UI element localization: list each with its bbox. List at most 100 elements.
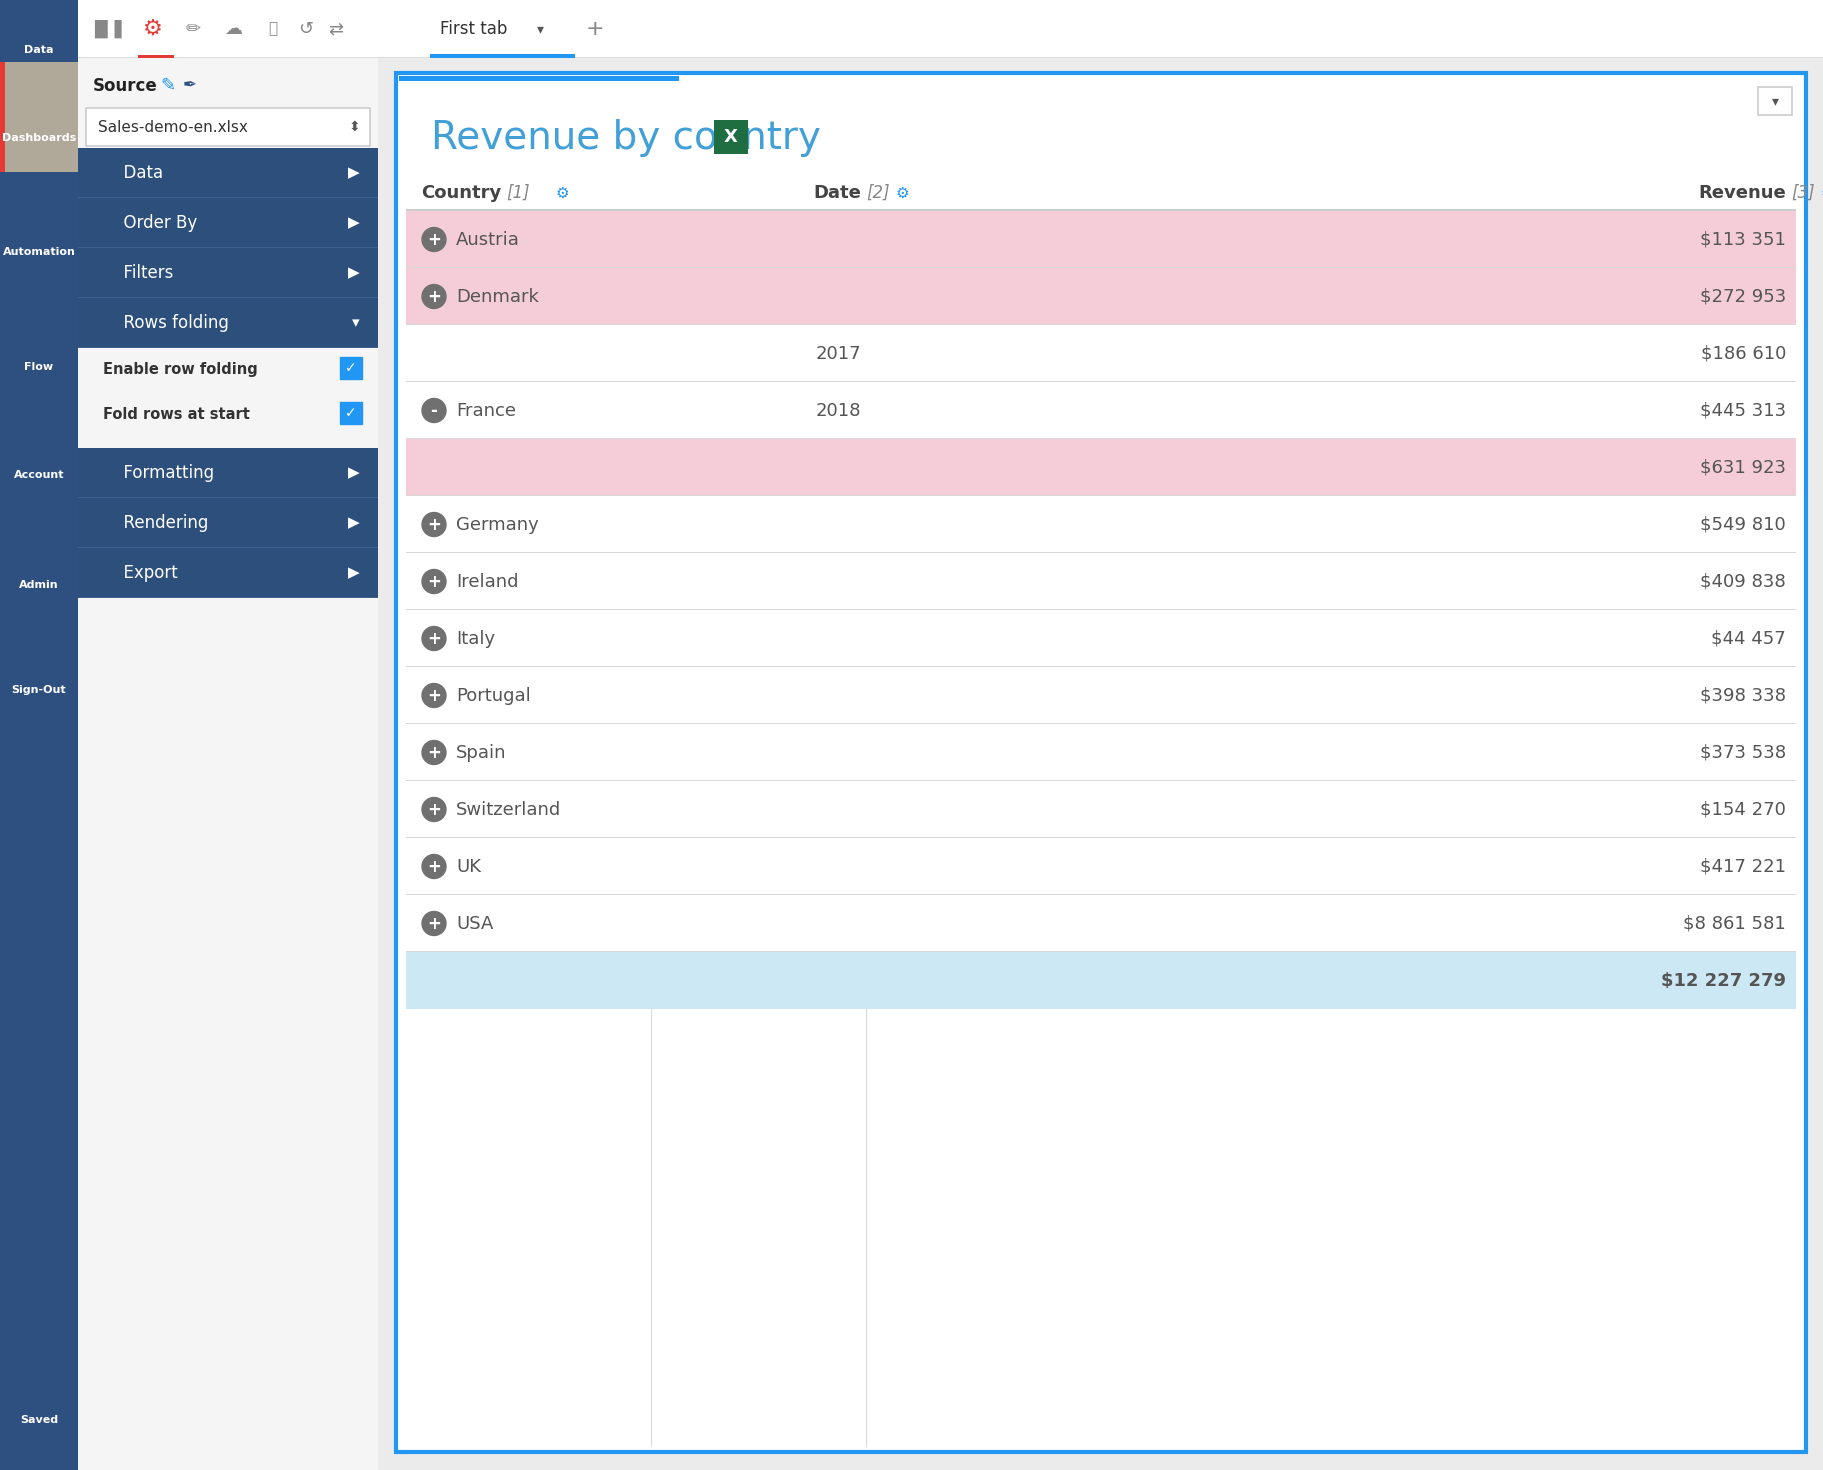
- Text: $8 861 581: $8 861 581: [1683, 914, 1785, 932]
- Text: $44 457: $44 457: [1710, 629, 1785, 647]
- Circle shape: [421, 513, 447, 537]
- Text: +: +: [427, 857, 441, 876]
- Text: ▶: ▶: [348, 566, 359, 581]
- Text: Rendering: Rendering: [113, 514, 208, 532]
- Bar: [407, 953, 1796, 1008]
- Text: Sales-demo-en.xlsx: Sales-demo-en.xlsx: [98, 119, 248, 134]
- Bar: [78, 498, 377, 547]
- Text: Country: Country: [421, 184, 501, 201]
- Circle shape: [421, 626, 447, 651]
- Text: +: +: [427, 572, 441, 591]
- Text: First tab: First tab: [439, 21, 507, 38]
- Bar: [78, 248, 377, 297]
- Text: Spain: Spain: [456, 744, 507, 761]
- Text: +: +: [427, 288, 441, 306]
- Bar: [407, 382, 1796, 440]
- Text: Automation: Automation: [2, 247, 75, 257]
- Text: Date: Date: [813, 184, 860, 201]
- Text: ▶: ▶: [348, 516, 359, 531]
- Bar: [0, 0, 78, 1470]
- Bar: [407, 610, 1796, 667]
- Text: $154 270: $154 270: [1699, 801, 1785, 819]
- Bar: [339, 401, 361, 423]
- Text: Revenue by country: Revenue by country: [430, 119, 820, 157]
- Text: Portugal: Portugal: [456, 686, 530, 704]
- Text: $113 351: $113 351: [1699, 231, 1785, 248]
- Bar: [0, 62, 78, 172]
- Bar: [339, 357, 361, 379]
- Text: Denmark: Denmark: [456, 288, 538, 306]
- Circle shape: [421, 741, 447, 764]
- Text: Fold rows at start: Fold rows at start: [102, 407, 250, 422]
- Text: ▐▌▌: ▐▌▌: [88, 19, 129, 38]
- Text: Saved: Saved: [20, 1416, 58, 1424]
- Text: 2018: 2018: [815, 401, 860, 419]
- Text: Filters: Filters: [113, 265, 173, 282]
- Text: Revenue: Revenue: [1697, 184, 1785, 201]
- Bar: [407, 553, 1796, 610]
- Bar: [78, 57, 377, 1470]
- Text: $549 810: $549 810: [1699, 516, 1785, 534]
- Bar: [78, 198, 377, 247]
- Text: Account: Account: [15, 470, 64, 481]
- Bar: [430, 54, 574, 57]
- Bar: [407, 725, 1796, 781]
- Bar: [78, 298, 377, 347]
- Text: ▾: ▾: [1770, 94, 1777, 107]
- Text: ✎: ✎: [160, 76, 175, 96]
- Bar: [407, 838, 1796, 895]
- Bar: [1757, 87, 1790, 115]
- Text: ✏: ✏: [186, 21, 201, 38]
- Text: 2017: 2017: [815, 344, 860, 363]
- Text: +: +: [427, 231, 441, 248]
- Bar: [78, 148, 377, 197]
- Text: ▾: ▾: [536, 22, 543, 35]
- Text: [3]: [3]: [1790, 184, 1814, 201]
- Text: ⚙: ⚙: [142, 19, 162, 40]
- Text: Flow: Flow: [24, 362, 53, 372]
- Text: -: -: [430, 401, 438, 419]
- Text: +: +: [585, 19, 603, 40]
- Bar: [407, 212, 1796, 268]
- Text: [2]: [2]: [866, 184, 890, 201]
- Text: ⬍: ⬍: [348, 121, 359, 134]
- Text: ✓: ✓: [345, 406, 357, 420]
- Text: Admin: Admin: [20, 581, 58, 589]
- Bar: [407, 781, 1796, 838]
- Text: $409 838: $409 838: [1699, 572, 1785, 591]
- Circle shape: [421, 798, 447, 822]
- Text: $445 313: $445 313: [1699, 401, 1785, 419]
- Text: ▶: ▶: [348, 266, 359, 281]
- Bar: [0, 62, 5, 172]
- Bar: [399, 76, 678, 81]
- Text: ⚙: ⚙: [1819, 185, 1823, 200]
- Bar: [407, 440, 1796, 495]
- Text: +: +: [427, 801, 441, 819]
- Bar: [139, 54, 173, 57]
- Bar: [713, 121, 747, 154]
- Bar: [407, 268, 1796, 325]
- Bar: [396, 74, 1805, 1452]
- Text: Austria: Austria: [456, 231, 520, 248]
- Text: +: +: [427, 516, 441, 534]
- Text: +: +: [427, 914, 441, 932]
- Circle shape: [421, 569, 447, 594]
- Text: $398 338: $398 338: [1699, 686, 1785, 704]
- Text: ↺: ↺: [299, 21, 314, 38]
- Circle shape: [421, 398, 447, 422]
- Bar: [78, 0, 1823, 57]
- Text: ✓: ✓: [345, 362, 357, 375]
- Text: +: +: [427, 629, 441, 647]
- Circle shape: [421, 684, 447, 707]
- Text: $417 221: $417 221: [1699, 857, 1785, 876]
- Text: $631 923: $631 923: [1699, 459, 1785, 476]
- Text: ⇄: ⇄: [328, 21, 343, 38]
- Text: +: +: [427, 686, 441, 704]
- Bar: [407, 325, 1796, 382]
- Text: $12 227 279: $12 227 279: [1661, 972, 1785, 989]
- Circle shape: [421, 854, 447, 879]
- Text: UK: UK: [456, 857, 481, 876]
- Text: Enable row folding: Enable row folding: [102, 362, 257, 376]
- Text: Source: Source: [93, 76, 157, 96]
- Text: ⚙: ⚙: [895, 185, 910, 200]
